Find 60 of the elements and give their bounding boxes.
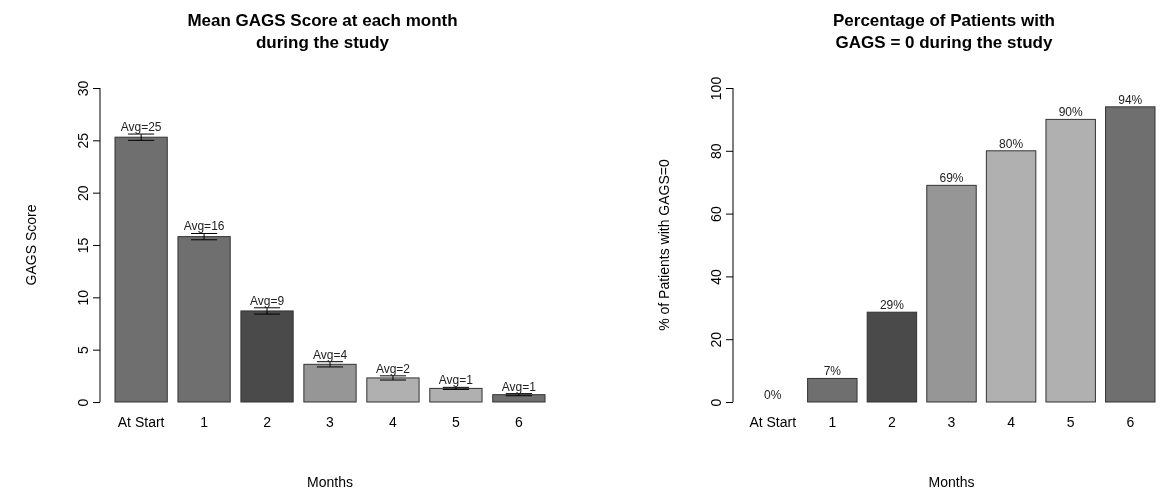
y-axis-title: GAGS Score xyxy=(23,204,39,286)
bar xyxy=(985,150,1037,403)
data-label: 7% xyxy=(823,364,842,379)
x-tick-label: 2 xyxy=(888,413,897,430)
x-tick-label: 1 xyxy=(200,413,209,430)
y-tick-label: 15 xyxy=(75,237,91,254)
x-tick-label: 5 xyxy=(452,413,461,430)
bar xyxy=(177,236,231,403)
y-tick-label: 5 xyxy=(75,346,91,355)
x-tick-label: 6 xyxy=(514,413,523,430)
chart-title: Mean GAGS Score at each month during the study xyxy=(187,11,458,52)
data-label: Avg=1 xyxy=(501,379,537,394)
y-tick-label: 80 xyxy=(708,143,724,160)
y-tick-label: 10 xyxy=(75,289,91,306)
y-tick-label: 0 xyxy=(75,398,91,407)
y-tick-label: 40 xyxy=(708,268,724,285)
data-label: 94% xyxy=(1118,92,1143,107)
x-tick-label: 4 xyxy=(389,413,398,430)
data-label: 29% xyxy=(879,298,905,313)
x-axis-title: Months xyxy=(307,474,353,490)
bar xyxy=(429,387,483,403)
bar xyxy=(926,184,977,403)
y-tick-label: 0 xyxy=(708,398,724,407)
x-tick-label: 3 xyxy=(947,413,956,430)
data-label: 0% xyxy=(764,388,782,402)
chart-title: Percentage of Patients with GAGS = 0 during the study xyxy=(833,11,1055,52)
x-tick-label: 5 xyxy=(1066,413,1075,430)
y-tick-label: 100 xyxy=(708,76,724,101)
x-tick-label: 3 xyxy=(326,413,335,430)
data-label: Avg=16 xyxy=(183,219,225,234)
bar xyxy=(1105,106,1156,403)
x-tick-label: 2 xyxy=(263,413,272,430)
x-tick-label: 1 xyxy=(828,413,837,430)
y-axis-title: % of Patients with GAGS=0 xyxy=(656,159,672,331)
data-label: 69% xyxy=(939,171,964,186)
data-label: Avg=2 xyxy=(375,361,411,376)
data-label: 80% xyxy=(999,136,1024,151)
data-label: Avg=1 xyxy=(438,373,474,388)
x-tick-label: At Start xyxy=(749,413,797,430)
bar xyxy=(807,377,858,403)
bar xyxy=(866,311,918,403)
bar xyxy=(1045,118,1096,403)
bar xyxy=(366,377,420,403)
y-tick-label: 30 xyxy=(75,80,91,97)
data-label: Avg=9 xyxy=(249,293,285,308)
data-label: 90% xyxy=(1058,105,1084,120)
y-tick-label: 20 xyxy=(708,331,724,348)
bar xyxy=(303,363,357,403)
x-axis-title: Months xyxy=(928,474,975,490)
data-label: Avg=25 xyxy=(120,120,162,135)
bar xyxy=(492,394,546,403)
y-tick-label: 60 xyxy=(708,206,724,222)
y-tick-label: 20 xyxy=(75,185,91,201)
x-tick-label: 6 xyxy=(1126,413,1135,430)
x-tick-label: At Start xyxy=(117,413,165,430)
data-label: Avg=4 xyxy=(312,347,348,362)
bar xyxy=(114,136,168,403)
bar xyxy=(240,310,294,403)
y-tick-label: 25 xyxy=(75,132,91,149)
x-tick-label: 4 xyxy=(1007,413,1016,430)
